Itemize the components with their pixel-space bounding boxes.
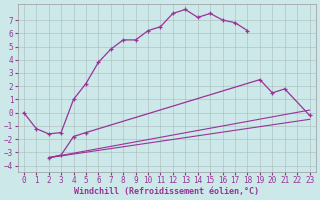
X-axis label: Windchill (Refroidissement éolien,°C): Windchill (Refroidissement éolien,°C) — [74, 187, 259, 196]
